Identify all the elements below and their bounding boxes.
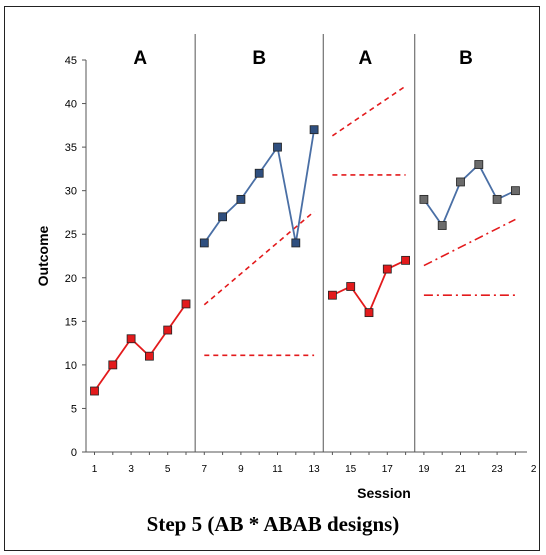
phase-label: A (133, 48, 147, 69)
data-point (181, 299, 191, 309)
phase-label: A (358, 48, 372, 69)
y-tick-label: 25 (65, 229, 77, 241)
x-tick-label: 5 (165, 464, 171, 475)
x-tick-label: 11 (272, 464, 283, 475)
x-tick-label: 2 (531, 464, 537, 475)
figure-frame (4, 6, 540, 551)
figure-caption: Step 5 (AB * ABAB designs) (146, 512, 400, 536)
y-tick-label: 20 (65, 273, 77, 285)
data-point (273, 142, 282, 152)
data-point (163, 325, 173, 335)
y-tick-label: 5 (71, 403, 77, 415)
y-tick-label: 35 (65, 142, 77, 154)
x-tick-label: 7 (202, 464, 208, 475)
data-point (382, 264, 392, 274)
data-point (199, 238, 209, 248)
series-line (423, 163, 516, 228)
data-point (401, 255, 411, 265)
data-point (437, 221, 447, 230)
reference-line (203, 210, 315, 306)
phase-label: B (459, 48, 473, 69)
x-tick-label: 9 (238, 464, 244, 475)
x-tick-label: 15 (345, 464, 357, 475)
y-tick-label: 0 (71, 447, 77, 459)
series-line (203, 129, 315, 244)
data-point (90, 386, 99, 396)
data-point (108, 360, 118, 370)
phase-label: B (252, 48, 266, 69)
x-tick-label: 3 (128, 464, 134, 475)
data-point (291, 238, 301, 248)
data-point (419, 194, 429, 204)
y-tick-label: 40 (65, 99, 77, 111)
y-tick-label: 10 (65, 360, 77, 372)
x-tick-label: 17 (382, 464, 394, 475)
x-tick-label: 21 (455, 464, 467, 475)
data-point (456, 177, 465, 187)
data-point (327, 290, 337, 300)
data-point (218, 212, 228, 222)
data-point (144, 351, 154, 361)
x-axis-label: Session (357, 485, 411, 501)
x-tick-label: 23 (492, 464, 504, 475)
data-point (474, 160, 484, 169)
data-point (492, 194, 502, 204)
x-tick-label: 13 (309, 464, 321, 475)
x-tick-label: 19 (418, 464, 430, 475)
data-point (254, 168, 264, 178)
series-line (332, 259, 406, 315)
y-axis-label: Outcome (35, 225, 51, 286)
data-point (346, 282, 356, 291)
y-tick-label: 45 (65, 55, 77, 67)
series-line (93, 303, 187, 392)
data-point (309, 125, 319, 135)
data-point (126, 334, 136, 344)
y-tick-label: 15 (65, 316, 77, 328)
reference-line (331, 85, 407, 137)
data-point (510, 186, 520, 196)
data-point (236, 194, 246, 204)
x-tick-label: 1 (92, 464, 98, 475)
reference-line (423, 218, 516, 267)
y-tick-label: 30 (65, 186, 77, 198)
data-point (364, 308, 374, 318)
